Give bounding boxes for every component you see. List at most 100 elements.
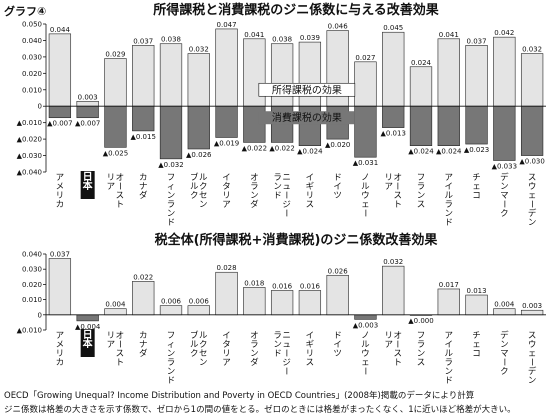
chart-1-category-char: ル xyxy=(361,182,370,192)
chart-1-y-tick-label: ▲0.030 xyxy=(17,152,42,160)
chart-2-y-tick-label: 0.020 xyxy=(22,281,42,289)
chart-1-value-label: ▲0.030 xyxy=(519,158,544,166)
chart-2-category-char: ル xyxy=(445,349,454,359)
chart-1-value-label: 0.041 xyxy=(244,31,264,39)
chart-2-category-char: ラ xyxy=(417,340,426,350)
chart-1-category-char: ー xyxy=(359,209,369,218)
chart-1-value-label: ▲0.033 xyxy=(492,162,517,170)
chart-1-category-char: オ xyxy=(116,173,125,183)
chart-2-bar xyxy=(437,288,460,316)
chart-2-bar xyxy=(465,294,488,316)
chart-1-category-char: ラ xyxy=(167,200,176,210)
chart-2-bar xyxy=(520,309,544,316)
chart-1-category-char: オ xyxy=(393,173,402,183)
chart-2-value-label: 0.016 xyxy=(272,282,293,290)
chart-1-bar xyxy=(437,38,460,107)
chart-2-bar xyxy=(243,287,266,316)
chart-1-bar xyxy=(409,105,433,146)
chart-1-category-char: ー xyxy=(281,191,291,200)
chart-1-value-label: 0.042 xyxy=(494,29,514,37)
chart-1-category-char: ス xyxy=(417,200,426,210)
chart-1-bar xyxy=(187,53,210,107)
chart-2-category-char: ア xyxy=(222,358,231,368)
chart-1-value-label: ▲0.024 xyxy=(436,148,462,156)
chart-2-category-char: オ xyxy=(116,331,125,341)
chart-1-bar xyxy=(382,31,405,107)
chart-1-category-char: ク xyxy=(190,191,199,201)
chart-2-y-tick-label: ▲0.010 xyxy=(17,327,42,335)
chart-2-category-char: ェ xyxy=(528,349,537,359)
chart-1-category-char: ー xyxy=(281,209,291,218)
chart-1-category-char: セ xyxy=(199,191,208,201)
chart-2-value-label: 0.028 xyxy=(217,264,237,272)
chart-2-category-char: タ xyxy=(222,340,231,350)
chart-1-category-char: デ xyxy=(500,172,509,183)
chart-2-category-char: ジ xyxy=(282,358,291,368)
chart-2-value-label: ▲0.004 xyxy=(75,323,101,331)
chart-2-bar xyxy=(326,274,349,316)
chart-1-category-char: ア xyxy=(222,200,231,210)
chart-1-value-label: 0.003 xyxy=(78,93,98,101)
chart-1-bar xyxy=(382,105,405,128)
chart-2-category-char: ェ xyxy=(361,358,370,368)
chart-2-category-char: ェ xyxy=(472,340,481,350)
chart-1-category-char: 日 xyxy=(83,171,93,183)
chart-income-consumption-tax: 所得課税と消費課税のジニ係数に与える改善効果 ▲0.040 ▲0.030 ▲0.020… xyxy=(17,2,546,228)
chart-2-category-char: イ xyxy=(306,331,315,341)
chart-1-value-label: ▲0.007 xyxy=(75,120,100,128)
chart-2-category-char: デ xyxy=(528,366,537,377)
chart-2-category-char: ツ xyxy=(333,349,342,359)
chart-2-category-char: ン xyxy=(417,349,426,359)
chart-1-category-char: ン xyxy=(167,209,176,219)
chart-1-category-char: ド xyxy=(167,218,176,228)
chart-2-category-char: ン xyxy=(273,340,282,350)
chart-1-value-label: 0.039 xyxy=(300,34,320,42)
chart-2-bar xyxy=(270,290,294,316)
chart-2-bar xyxy=(48,258,72,316)
chart-1-y-tick-label: 0.020 xyxy=(22,70,42,78)
chart-2-category-char: ー xyxy=(392,340,402,349)
chart-1-bar xyxy=(159,105,183,160)
chart-1-value-label: ▲0.032 xyxy=(158,161,183,169)
chart-1-category-char: イ xyxy=(306,173,315,183)
chart-1-value-label: 0.037 xyxy=(133,37,153,45)
chart-1-value-label: 0.046 xyxy=(328,23,349,31)
chart-2-category-char: ー xyxy=(281,367,291,376)
chart-1-bar xyxy=(354,105,377,158)
chart-1-bar xyxy=(437,105,460,146)
chart-1-bar xyxy=(48,105,72,119)
chart-2-category-char: ュ xyxy=(282,340,291,350)
chart-1-y-tick-label: 0.030 xyxy=(22,53,42,61)
chart-1-category-char: ル xyxy=(199,173,208,183)
chart-1-category-char: ー xyxy=(526,200,536,209)
chart-1-highlight-box xyxy=(80,171,95,199)
chart-1-bar xyxy=(104,105,127,148)
chart-1-category-char: ス xyxy=(306,200,315,210)
chart-1-legend-box xyxy=(258,111,355,125)
chart-2-category-char: ナ xyxy=(139,340,148,350)
chart-1-bar xyxy=(76,100,99,107)
chart-2-category-char: リ xyxy=(384,331,393,341)
chart-1-category-char: ド xyxy=(273,191,282,201)
chart-1-bar xyxy=(520,105,544,156)
chart-1-category-char: ブ xyxy=(190,172,199,183)
chart-1-category-char: ト xyxy=(116,200,125,210)
chart-2-category-char: ス xyxy=(393,349,402,359)
chart-1-category-char: イ xyxy=(333,182,342,192)
chart-2-value-label: 0.017 xyxy=(439,281,459,289)
chart-1-bar xyxy=(493,36,516,107)
chart-2-category-char: ラ xyxy=(273,331,282,341)
chart-1-category-char: ア xyxy=(445,173,454,183)
chart-2-category-char: イ xyxy=(445,340,454,350)
chart-2-category-char: カ xyxy=(139,331,148,341)
chart-2-category-char: リ xyxy=(222,349,231,359)
chart-1-category-char: ラ xyxy=(417,182,426,192)
chart-1-category-char: ル xyxy=(190,182,199,192)
chart-2-category-char: ラ xyxy=(445,358,454,368)
chart-1-y-tick-label: ▲0.020 xyxy=(17,136,42,144)
chart-2-category-char: ー xyxy=(498,358,508,367)
chart-1-category-char: ダ xyxy=(250,199,259,210)
chart-1-category-char: フ xyxy=(167,173,176,183)
chart-1-category-char: ン xyxy=(528,218,537,228)
chart-1-category-char: ダ xyxy=(139,190,148,201)
